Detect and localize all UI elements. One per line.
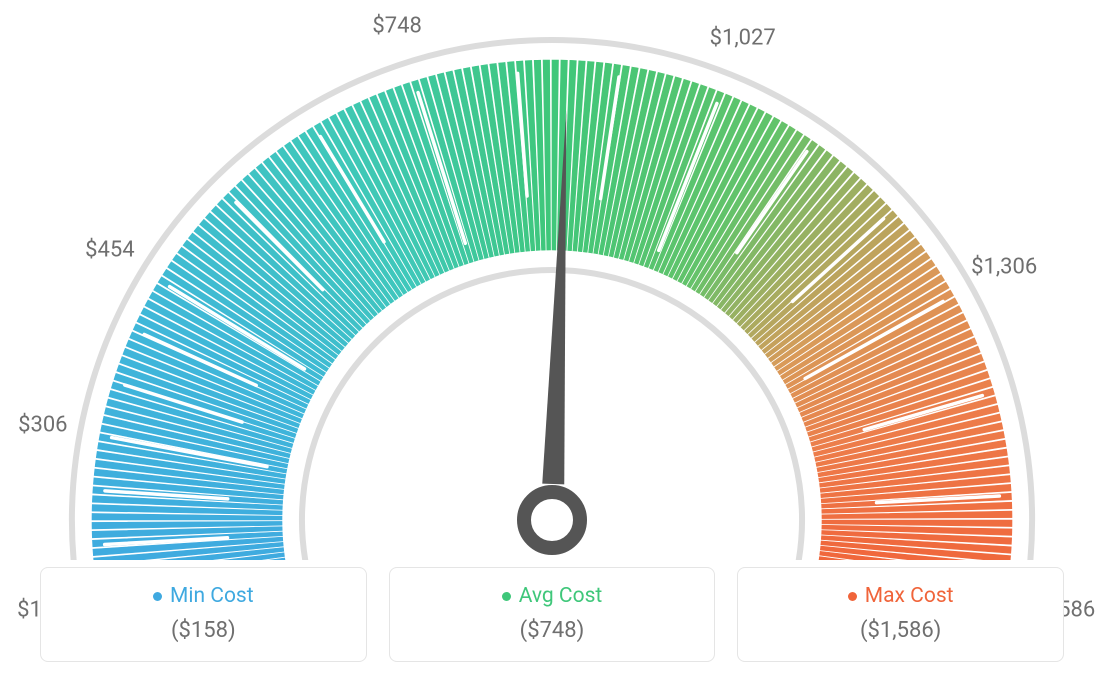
legend-card-max: Max Cost ($1,586) (737, 567, 1064, 662)
legend-label-max: Max Cost (865, 584, 954, 608)
gauge-tick-label: $306 (18, 412, 67, 437)
legend-value-avg: ($748) (408, 618, 697, 643)
legend-dot-min (153, 592, 162, 601)
legend-dot-max (848, 592, 857, 601)
legend-title-max: Max Cost (848, 584, 954, 608)
gauge-area: $158$306$454$748$1,027$1,306$1,586 (0, 0, 1104, 560)
gauge-tick-label: $454 (85, 238, 134, 263)
legend-title-avg: Avg Cost (502, 584, 603, 608)
gauge-tick-label: $748 (372, 13, 421, 38)
legend-dot-avg (502, 592, 511, 601)
legend-card-min: Min Cost ($158) (40, 567, 367, 662)
gauge-svg (0, 0, 1104, 560)
legend-card-avg: Avg Cost ($748) (389, 567, 716, 662)
legend-row: Min Cost ($158) Avg Cost ($748) Max Cost… (40, 567, 1064, 662)
gauge-tick-label: $1,306 (971, 255, 1037, 280)
legend-value-min: ($158) (59, 618, 348, 643)
gauge-tick-label: $1,027 (710, 26, 776, 51)
legend-label-min: Min Cost (170, 584, 254, 608)
legend-label-avg: Avg Cost (519, 584, 603, 608)
legend-title-min: Min Cost (153, 584, 254, 608)
cost-gauge-chart: $158$306$454$748$1,027$1,306$1,586 Min C… (0, 0, 1104, 690)
legend-value-max: ($1,586) (756, 618, 1045, 643)
